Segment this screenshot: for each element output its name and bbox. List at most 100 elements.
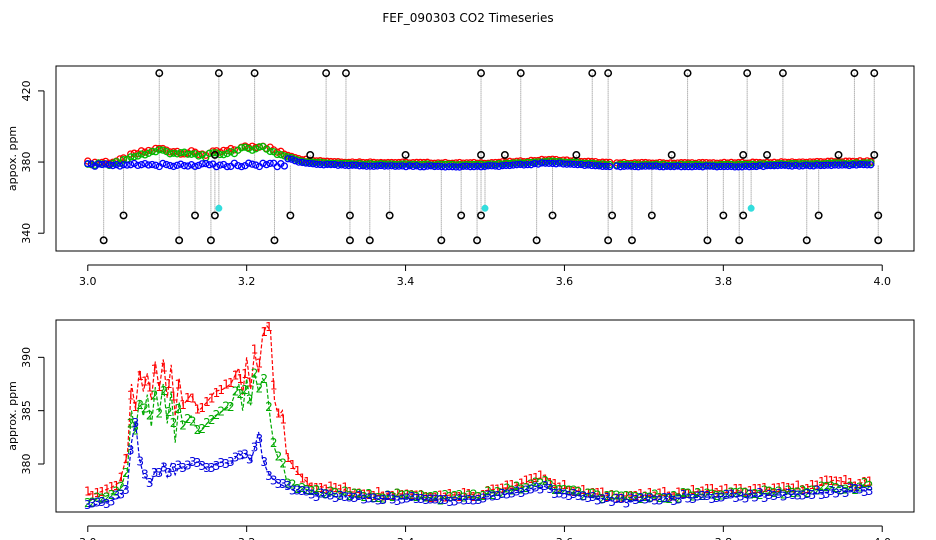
plot-area	[84, 69, 883, 245]
series-3-point	[817, 161, 825, 170]
series-3-label: 3	[403, 492, 411, 506]
series-3-point	[237, 163, 246, 171]
outlier-point	[270, 236, 279, 245]
series-1-label: 1	[680, 487, 688, 501]
series-2-label: 2	[327, 485, 335, 499]
series-3-point	[323, 160, 331, 169]
series-3-point	[620, 162, 628, 170]
series-3-point	[384, 162, 392, 170]
series-3-point	[602, 162, 610, 171]
series-2-point	[573, 158, 582, 167]
series-1-label: 1	[127, 388, 135, 402]
series-3-label: 3	[727, 487, 735, 501]
series-2-label: 2	[742, 486, 750, 500]
series-1-label: 1	[441, 490, 449, 504]
series-2-label: 2	[246, 392, 254, 406]
series-1-label: 1	[370, 489, 378, 503]
series-3-point	[695, 162, 703, 171]
series-3-point	[659, 163, 668, 171]
series-2-label: 2	[732, 486, 740, 500]
series-2-point	[137, 150, 146, 158]
series-2-label: 2	[93, 490, 101, 504]
series-2-label: 2	[613, 488, 621, 502]
series-3-label: 3	[208, 461, 216, 475]
series-3-point	[713, 163, 721, 171]
series-3-point	[505, 161, 514, 170]
series-1-label: 1	[646, 486, 654, 500]
series-3-point	[413, 162, 421, 170]
series-2-point	[552, 158, 560, 166]
series-3-point	[781, 161, 789, 169]
series-3-label: 3	[770, 489, 778, 503]
series-1-label: 1	[222, 378, 230, 392]
series-3-label: 3	[418, 492, 426, 506]
series-2-point	[187, 150, 196, 158]
outlier-point	[628, 236, 636, 245]
series-3-point	[398, 162, 407, 170]
series-2-label: 2	[627, 489, 635, 503]
series-3-label: 3	[794, 488, 802, 502]
series-3-label: 3	[851, 482, 859, 496]
series-3-point	[774, 161, 782, 170]
series-3-point	[495, 162, 503, 171]
series-3-label: 3	[213, 459, 221, 473]
series-2-label: 2	[451, 489, 459, 503]
series-3-label: 3	[789, 488, 797, 502]
series-3-label: 3	[413, 492, 421, 506]
series-2-point	[166, 150, 174, 158]
plot-frame	[55, 319, 915, 513]
series-1-label: 1	[527, 472, 535, 486]
series-1-label: 1	[570, 485, 578, 499]
series-3-label: 3	[551, 487, 559, 501]
series-3-point	[366, 162, 374, 170]
series-3-point	[548, 159, 557, 168]
series-3-label: 3	[832, 486, 840, 500]
series-2-label: 2	[303, 483, 311, 497]
series-3-label: 3	[508, 487, 516, 501]
series-3-point	[123, 161, 131, 169]
series-3-label: 3	[279, 477, 287, 491]
series-1-label: 1	[98, 485, 106, 499]
outlier-point	[608, 211, 617, 220]
series-3-label: 3	[608, 495, 616, 509]
series-1-label: 1	[260, 325, 268, 339]
outlier-point	[802, 236, 811, 245]
series-3-point	[348, 161, 356, 169]
series-3-label: 3	[408, 490, 416, 504]
series-3-point	[448, 163, 457, 171]
series-3-point	[516, 160, 525, 169]
outlier-point	[667, 150, 676, 159]
series-1-line	[349, 491, 482, 497]
series-3-point	[488, 162, 496, 170]
series-3-point	[795, 162, 803, 170]
series-3-point	[134, 161, 142, 170]
series-2-label: 2	[770, 486, 778, 500]
series-3-label: 3	[704, 489, 712, 503]
series-1-label: 1	[232, 369, 240, 383]
cyan-outlier-point	[747, 204, 755, 212]
series-3-label: 3	[856, 483, 864, 497]
series-2-label: 2	[456, 488, 464, 502]
outlier-point	[457, 211, 466, 220]
series-3-label: 3	[379, 493, 387, 507]
series-3-point	[763, 161, 771, 170]
outlier-point	[477, 69, 485, 78]
series-3-label: 3	[260, 455, 268, 469]
y-tick-label: 385	[20, 400, 33, 421]
outlier-point	[719, 211, 728, 220]
series-3-point	[663, 162, 671, 170]
series-3-label: 3	[194, 456, 202, 470]
series-3-line	[87, 421, 347, 508]
series-1-label: 1	[256, 357, 264, 371]
series-3-label: 3	[98, 495, 106, 509]
series-2-label: 2	[308, 484, 316, 498]
series-3-point	[470, 162, 478, 171]
series-2-point	[745, 160, 753, 169]
series-3-point	[391, 162, 399, 170]
outlier-point	[385, 211, 394, 220]
series-1-label: 1	[346, 485, 354, 499]
x-tick-label: 3.6	[556, 536, 574, 540]
series-1-line	[747, 478, 871, 492]
series-3-label: 3	[475, 493, 483, 507]
